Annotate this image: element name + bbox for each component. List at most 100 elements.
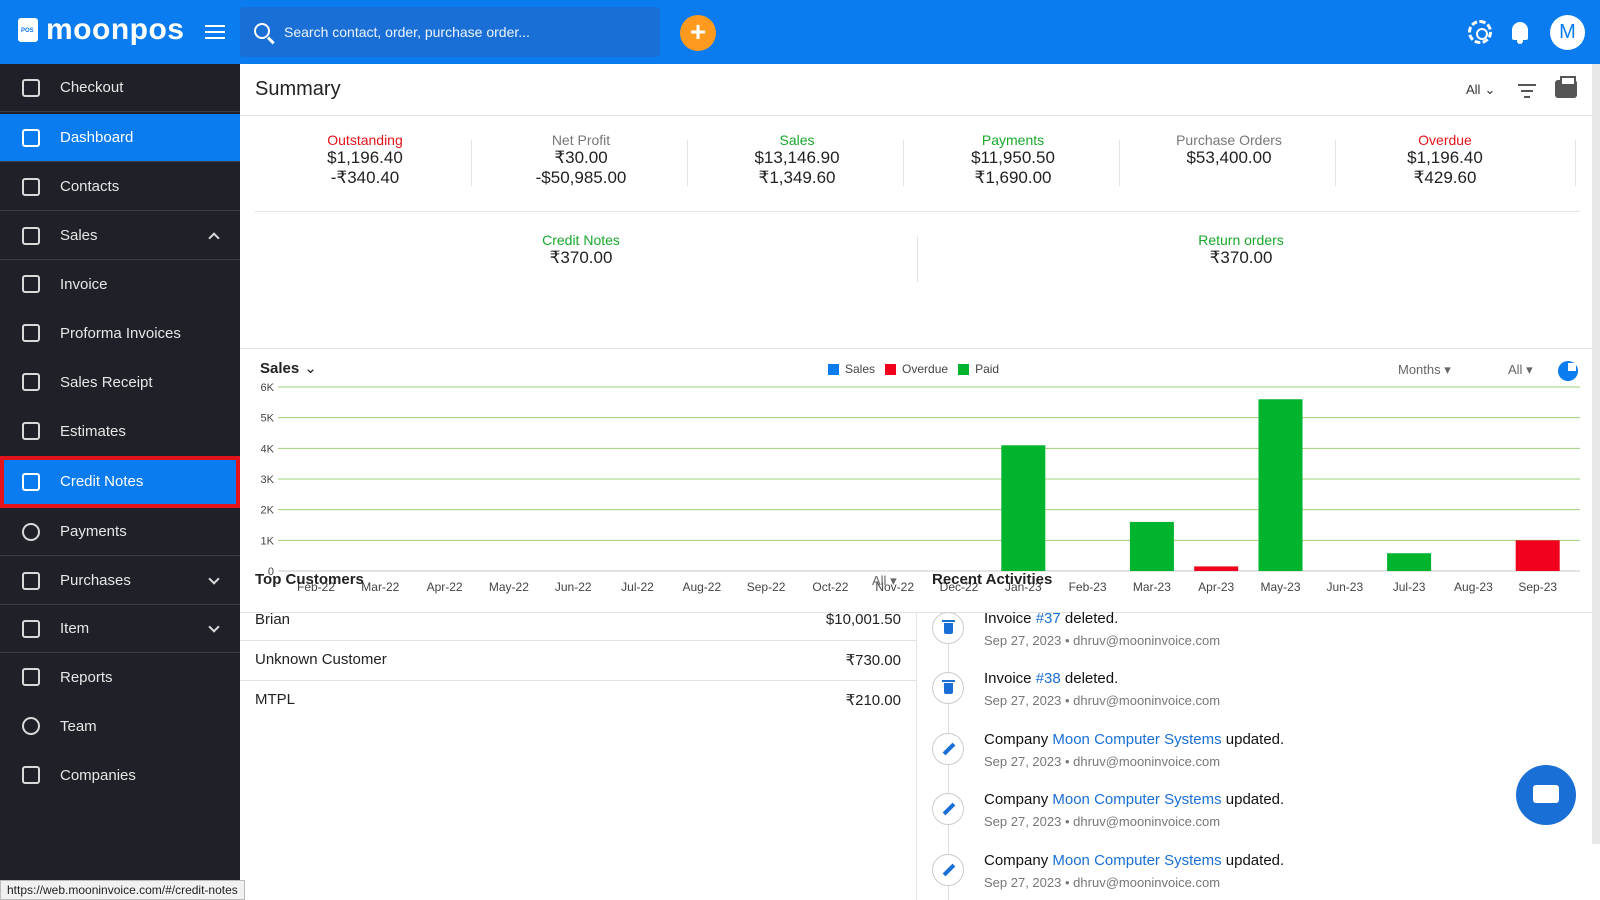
stat-credit-notes[interactable]: Credit Notes ₹370.00 xyxy=(431,232,731,268)
status-bar-url: https://web.mooninvoice.com/#/credit-not… xyxy=(0,880,245,900)
customer-row[interactable]: MTPL ₹210.00 xyxy=(240,681,916,721)
activity-icon-circle xyxy=(932,854,964,886)
sidebar-item-proforma-invoices[interactable]: Proforma Invoices xyxy=(0,309,240,357)
customer-row[interactable]: Brian $10,001.50 xyxy=(240,601,916,641)
x-tick-label: Aug-23 xyxy=(1454,580,1493,594)
chevron-up-icon xyxy=(208,231,220,244)
summary-filter-dropdown[interactable]: All xyxy=(1466,82,1495,98)
sidebar-item-dashboard[interactable]: Dashboard xyxy=(0,114,240,162)
chart-legend: Sales Overdue Paid xyxy=(828,362,1009,376)
legend-item-sales[interactable]: Sales xyxy=(828,362,875,376)
pie-chart-icon[interactable] xyxy=(1558,361,1578,381)
top-customers-filter-dropdown[interactable]: All xyxy=(872,573,897,589)
x-tick-label: Jan-23 xyxy=(1005,580,1042,594)
stat-title: Net Profit xyxy=(551,132,611,148)
customer-name: Brian xyxy=(255,611,291,628)
legend-item-paid[interactable]: Paid xyxy=(958,362,999,376)
x-tick-label: Jul-23 xyxy=(1393,580,1426,594)
add-new-button[interactable]: + xyxy=(680,15,716,51)
customer-amount: $10,001.50 xyxy=(825,611,901,628)
sidebar-item-item[interactable]: Item xyxy=(0,605,240,653)
sidebar-item-team[interactable]: Team xyxy=(0,702,240,750)
building-icon xyxy=(22,766,40,784)
x-tick-label: Jun-23 xyxy=(1326,580,1363,594)
stat-outstanding[interactable]: Outstanding $1,196.40 -₹340.40 xyxy=(255,132,475,188)
bar-chart-icon xyxy=(22,668,40,686)
activity-item: Invoice #38 deleted. Sep 27, 2023 • dhruv… xyxy=(932,670,1572,730)
x-tick-label: Sep-22 xyxy=(747,580,786,594)
bell-icon[interactable] xyxy=(1512,22,1528,44)
legend-item-overdue[interactable]: Overdue xyxy=(885,362,948,376)
activity-link[interactable]: Moon Computer Systems xyxy=(1052,731,1222,748)
filter-icon[interactable] xyxy=(1518,84,1536,98)
customer-amount: ₹210.00 xyxy=(845,692,901,709)
stat-sales[interactable]: Sales $13,146.90 ₹1,349.60 xyxy=(687,132,907,188)
search-input[interactable] xyxy=(284,19,644,45)
print-icon[interactable] xyxy=(1555,76,1577,98)
x-tick-label: Dec-22 xyxy=(940,580,979,594)
activity-link[interactable]: Moon Computer Systems xyxy=(1052,852,1222,869)
sidebar-item-payments[interactable]: Payments xyxy=(0,508,240,556)
chevron-down-icon xyxy=(208,620,220,633)
stat-value: -₹340.40 xyxy=(330,168,400,187)
x-tick-label: Apr-23 xyxy=(1198,580,1234,594)
sidebar-item-purchases[interactable]: Purchases xyxy=(0,557,240,605)
activity-link[interactable]: #38 xyxy=(1035,670,1061,687)
app-logo[interactable]: moonpos xyxy=(18,14,185,46)
stat-return-orders[interactable]: Return orders ₹370.00 xyxy=(1091,232,1391,268)
pencil-icon xyxy=(942,863,956,877)
sidebar-item-sales[interactable]: Sales xyxy=(0,212,240,260)
stat-value: ₹370.00 xyxy=(1209,248,1273,267)
dollar-circle-icon xyxy=(22,522,40,541)
x-tick-label: Mar-22 xyxy=(361,580,399,594)
sidebar-item-label: Proforma Invoices xyxy=(60,324,181,342)
stat-purchase-orders[interactable]: Purchase Orders $53,400.00 xyxy=(1119,132,1339,168)
stat-overdue[interactable]: Overdue $1,196.40 ₹429.60 xyxy=(1335,132,1555,188)
document-icon xyxy=(22,324,40,342)
activity-link[interactable]: #37 xyxy=(1035,610,1061,627)
sidebar-item-label: Invoice xyxy=(60,275,108,293)
y-tick-label: 3K xyxy=(261,474,275,486)
activity-link[interactable]: Moon Computer Systems xyxy=(1052,791,1222,808)
sidebar-item-checkout[interactable]: Checkout xyxy=(0,64,240,112)
stat-value: $1,196.40 xyxy=(1407,148,1483,167)
chat-button[interactable] xyxy=(1516,765,1576,825)
basket-icon xyxy=(22,78,40,97)
sidebar-item-companies[interactable]: Companies xyxy=(0,751,240,799)
home-icon xyxy=(22,128,40,147)
chart-filter-dropdown[interactable]: All xyxy=(1508,362,1533,378)
activity-item: Company Moon Computer Systems updated. Se… xyxy=(932,791,1572,851)
stat-payments[interactable]: Payments $11,950.50 ₹1,690.00 xyxy=(903,132,1123,188)
gear-icon[interactable] xyxy=(1468,20,1492,44)
sidebar-item-label: Credit Notes xyxy=(60,473,144,490)
x-tick-label: Sep-23 xyxy=(1518,580,1557,594)
activity-meta: Sep 27, 2023 • dhruv@mooninvoice.com xyxy=(984,633,1221,648)
period-dropdown[interactable]: Months xyxy=(1398,362,1451,378)
stat-value: -$50,985.00 xyxy=(535,168,627,187)
sidebar-item-contacts[interactable]: Contacts xyxy=(0,163,240,211)
sidebar-item-estimates[interactable]: Estimates xyxy=(0,407,240,455)
menu-icon[interactable] xyxy=(205,25,225,39)
y-tick-label: 0 xyxy=(268,566,274,578)
scrollbar[interactable] xyxy=(1592,64,1600,844)
sidebar-item-invoice[interactable]: Invoice xyxy=(0,260,240,308)
avatar[interactable]: M xyxy=(1550,15,1585,50)
stat-net-profit[interactable]: Net Profit ₹30.00 -$50,985.00 xyxy=(471,132,691,188)
activity-text: Invoice #37 deleted. xyxy=(984,610,1119,627)
stat-title: Purchase Orders xyxy=(1176,132,1282,148)
calculator-icon xyxy=(22,422,40,440)
sidebar-item-sales-receipt[interactable]: Sales Receipt xyxy=(0,358,240,406)
chart-type-dropdown[interactable]: Sales xyxy=(260,359,317,377)
contacts-icon xyxy=(22,177,40,196)
stat-title: Payments xyxy=(981,132,1045,148)
sidebar-item-reports[interactable]: Reports xyxy=(0,653,240,701)
sidebar-item-label: Purchases xyxy=(60,572,131,589)
list-icon xyxy=(22,619,40,638)
sidebar-item-credit-notes[interactable]: Credit Notes xyxy=(0,456,240,508)
customer-row[interactable]: Unknown Customer ₹730.00 xyxy=(240,641,916,681)
customer-name: MTPL xyxy=(255,691,296,708)
main-content: Summary All Outstanding $1,196.40 -₹340.… xyxy=(240,64,1600,900)
trash-icon xyxy=(942,620,955,634)
sidebar-item-label: Sales xyxy=(60,227,98,244)
stat-value: $53,400.00 xyxy=(1186,148,1272,167)
